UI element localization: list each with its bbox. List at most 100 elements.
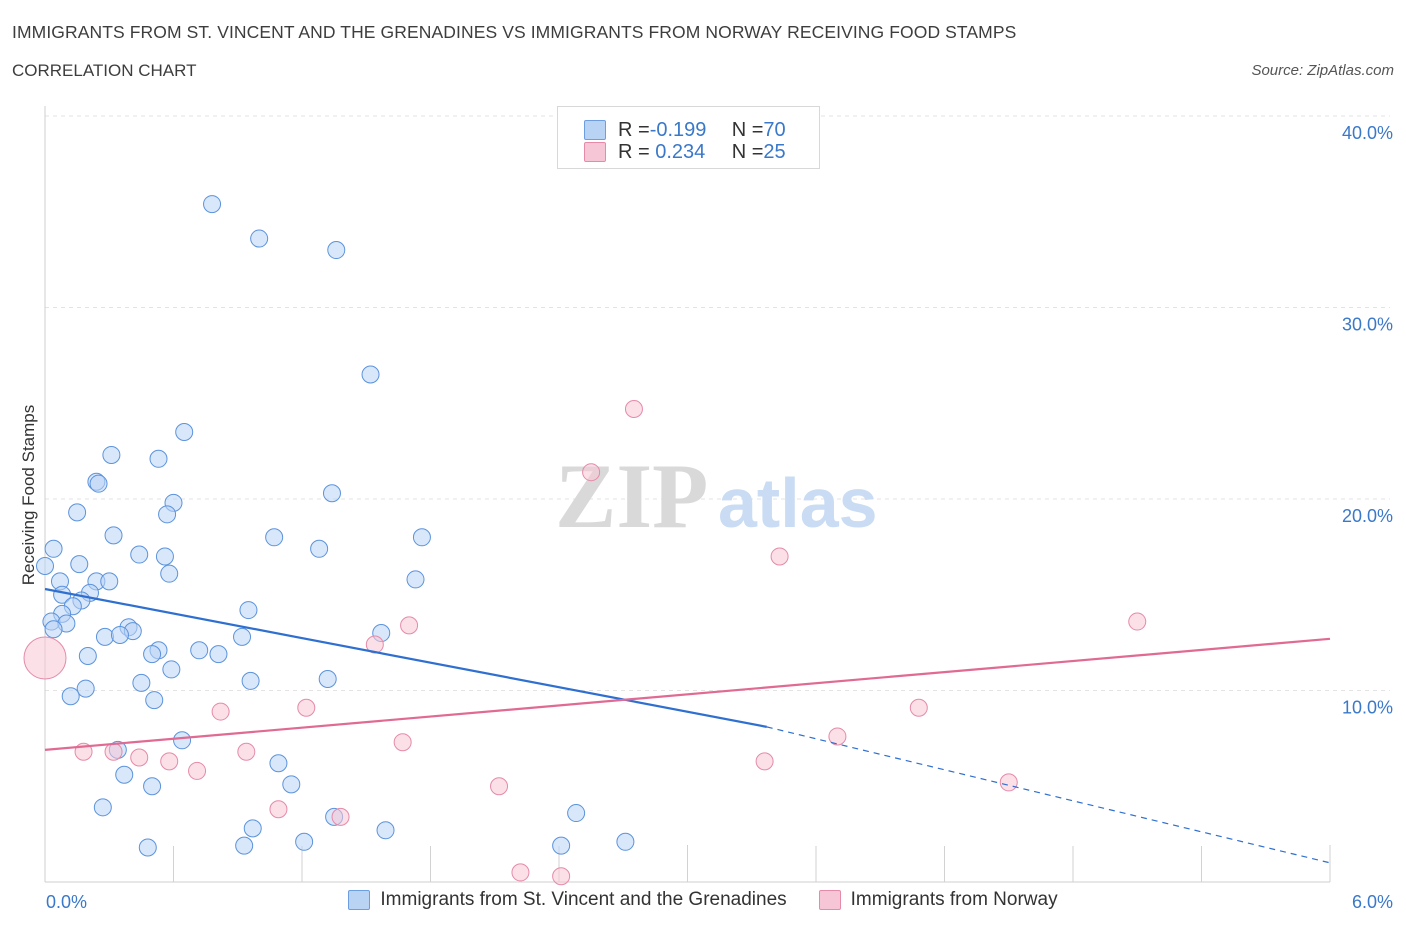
data-point-vincent <box>110 625 129 644</box>
data-point-vincent <box>175 422 194 441</box>
y-tick-label: 30.0% <box>1342 315 1393 335</box>
legend-r-value: -0.199 <box>649 118 707 141</box>
data-point-vincent <box>36 557 54 576</box>
data-point-vincent <box>155 547 174 566</box>
data-point-norway <box>552 867 571 886</box>
data-point-vincent <box>239 601 258 620</box>
trend-line-vincent <box>44 587 767 728</box>
data-point-vincent <box>143 777 162 796</box>
data-point-vincent <box>406 570 425 589</box>
data-point-norway <box>104 742 123 761</box>
legend-n-value: 25 <box>763 140 786 163</box>
data-point-vincent <box>61 687 80 706</box>
series-legend-item-norway: Immigrants from Norway <box>818 889 1058 911</box>
data-point-vincent <box>143 645 162 664</box>
x-tick-label: 6.0% <box>1352 892 1393 912</box>
trend-line-vincent-projection <box>766 726 1331 864</box>
data-point-vincent <box>265 528 284 547</box>
data-point-vincent <box>233 627 252 646</box>
data-point-vincent <box>250 229 269 248</box>
data-point-norway <box>400 616 419 635</box>
data-point-norway <box>828 727 847 746</box>
data-point-norway <box>582 463 601 482</box>
data-point-vincent <box>149 449 168 468</box>
data-point-vincent <box>241 671 260 690</box>
legend-row-blue: R = -0.199 N = 70 <box>584 118 786 142</box>
trend-line-norway <box>44 637 1331 751</box>
data-point-vincent <box>310 539 329 558</box>
data-point-vincent <box>318 670 337 689</box>
data-point-vincent <box>412 528 431 547</box>
data-point-norway <box>269 800 288 819</box>
series-label: Immigrants from Norway <box>850 889 1058 910</box>
data-point-norway <box>999 773 1018 792</box>
data-point-vincent <box>132 673 151 692</box>
data-point-norway <box>624 399 643 418</box>
data-point-vincent <box>44 539 63 558</box>
data-point-vincent <box>322 484 341 503</box>
data-point-vincent <box>158 505 177 524</box>
data-point-norway <box>770 547 789 566</box>
legend-r-value: 0.234 <box>649 140 706 163</box>
y-tick-label: 10.0% <box>1342 698 1393 718</box>
data-point-norway <box>211 702 230 721</box>
data-point-vincent <box>173 731 192 750</box>
data-point-vincent <box>76 679 95 698</box>
chart-subtitle: CORRELATION CHART <box>12 61 197 80</box>
data-point-vincent <box>138 838 157 857</box>
source-label: Source: ZipAtlas.com <box>1251 62 1394 79</box>
data-point-vincent <box>376 821 395 840</box>
data-point-vincent <box>78 647 97 666</box>
data-point-norway <box>490 777 509 796</box>
data-point-vincent <box>44 620 63 639</box>
data-point-vincent <box>616 832 635 851</box>
series-label: Immigrants from St. Vincent and the Gren… <box>380 889 787 910</box>
y-axis-label: Receiving Food Stamps <box>19 405 38 585</box>
legend-swatch-blue <box>584 120 606 140</box>
series-legend-item-vincent: Immigrants from St. Vincent and the Gren… <box>348 889 787 911</box>
series-legend: Immigrants from St. Vincent and the Gren… <box>0 889 1406 911</box>
data-point-vincent <box>203 195 222 214</box>
data-point-vincent <box>269 754 288 773</box>
x-tick-label: 0.0% <box>46 892 87 912</box>
legend-n-label: N = <box>731 140 764 163</box>
data-point-vincent <box>145 691 164 710</box>
series-swatch-blue <box>348 890 371 910</box>
watermark-zip: ZIP <box>555 445 708 547</box>
legend-n-label: N = <box>731 118 764 141</box>
data-point-norway <box>755 752 774 771</box>
legend-row-pink: R = 0.234 N = 25 <box>584 140 786 164</box>
data-point-norway <box>188 761 207 780</box>
data-point-vincent <box>235 836 254 855</box>
legend-swatch-pink <box>584 142 606 162</box>
y-tick-label: 40.0% <box>1342 123 1393 143</box>
data-point-norway <box>297 698 316 717</box>
data-point-vincent <box>209 645 228 664</box>
data-point-norway <box>909 698 928 717</box>
y-tick-label: 20.0% <box>1342 506 1393 526</box>
data-point-vincent <box>327 241 346 260</box>
data-point-norway <box>237 742 256 761</box>
data-point-vincent <box>160 564 179 583</box>
data-point-vincent <box>282 775 301 794</box>
data-point-vincent <box>102 445 121 464</box>
data-point-vincent <box>552 836 571 855</box>
legend-n-value: 70 <box>763 118 786 141</box>
data-point-vincent <box>104 526 123 545</box>
series-swatch-pink <box>818 890 841 910</box>
data-point-vincent <box>70 555 89 574</box>
data-point-vincent <box>567 804 586 823</box>
data-point-vincent <box>295 832 314 851</box>
data-point-vincent <box>93 798 112 817</box>
data-point-vincent <box>162 660 181 679</box>
legend-r-label: R = <box>618 118 650 141</box>
data-point-vincent <box>130 545 149 564</box>
correlation-legend: R = -0.199 N = 70 R = 0.234 N = 25 <box>557 106 820 169</box>
data-point-norway <box>393 733 412 752</box>
chart-title: IMMIGRANTS FROM ST. VINCENT AND THE GREN… <box>12 22 1017 42</box>
data-point-norway <box>1128 612 1147 631</box>
data-point-vincent <box>95 627 114 646</box>
data-point-norway <box>511 863 530 882</box>
data-point-vincent <box>100 572 119 591</box>
